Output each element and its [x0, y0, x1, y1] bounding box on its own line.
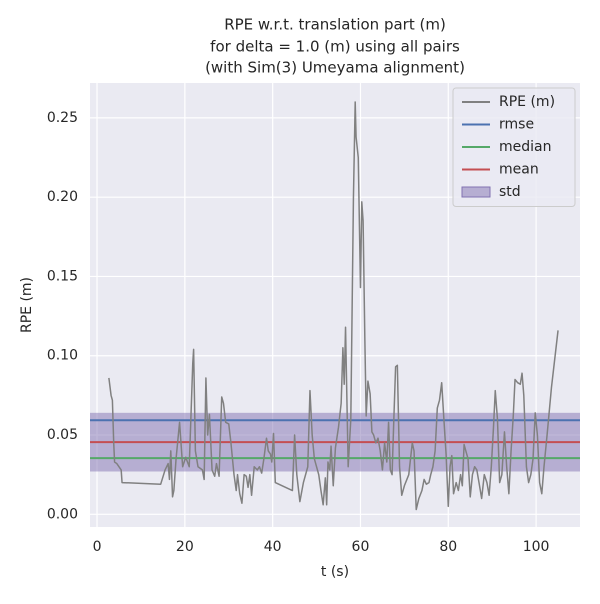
legend-label: median: [499, 139, 551, 155]
legend-label: mean: [499, 162, 539, 178]
y-tick-label: 0.20: [47, 189, 78, 205]
x-tick-label: 80: [439, 539, 457, 555]
data-line: [108, 101, 559, 511]
y-tick-label: 0.10: [47, 348, 78, 364]
chart-title: RPE w.r.t. translation part (m): [224, 16, 446, 34]
y-tick-label: 0.25: [47, 110, 78, 126]
x-tick-label: 0: [93, 539, 102, 555]
x-tick-label: 60: [352, 539, 370, 555]
y-tick-label: 0.15: [47, 268, 78, 284]
legend-label: RPE (m): [499, 94, 555, 110]
y-tick-label: 0.00: [47, 506, 78, 522]
x-axis-label: t (s): [321, 564, 349, 580]
legend-label: std: [499, 184, 521, 200]
chart-title: (with Sim(3) Umeyama alignment): [205, 59, 465, 77]
x-tick-label: 100: [523, 539, 550, 555]
chart-title: for delta = 1.0 (m) using all pairs: [210, 38, 460, 56]
x-tick-label: 40: [264, 539, 282, 555]
y-tick-label: 0.05: [47, 427, 78, 443]
y-axis-label: RPE (m): [19, 277, 35, 333]
legend-label: rmse: [499, 117, 534, 133]
x-tick-label: 20: [176, 539, 194, 555]
legend-swatch: [461, 186, 491, 198]
legend-box: [452, 87, 576, 207]
